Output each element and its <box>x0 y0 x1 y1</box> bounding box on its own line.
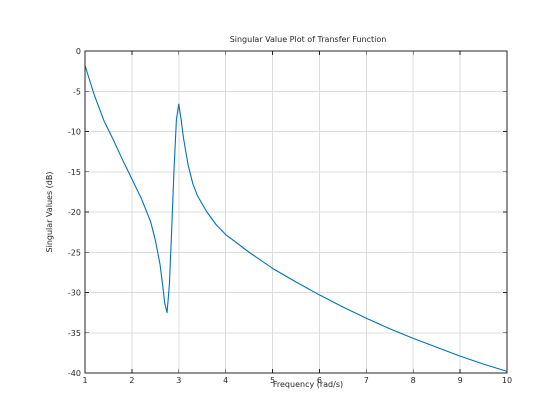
x-tick-label: 6 <box>317 376 322 385</box>
x-tick-label: 2 <box>129 376 134 385</box>
x-tick-label: 4 <box>223 376 228 385</box>
x-tick-label: 9 <box>458 376 463 385</box>
y-tick-label: -35 <box>68 329 81 338</box>
y-tick-label: -10 <box>68 128 81 137</box>
singular-value-line <box>84 65 508 372</box>
y-tick-label: 0 <box>76 47 81 56</box>
x-tick-label: 3 <box>176 376 181 385</box>
x-tick-label: 7 <box>364 376 369 385</box>
x-tick-label: 8 <box>411 376 416 385</box>
ticks: 1 2 3 4 5 6 7 8 9 10 0 -5 -10 -15 -20 -25 -30 -35 -40 <box>68 47 512 385</box>
y-tick-label: -5 <box>73 87 81 96</box>
x-tick-label: 1 <box>82 376 87 385</box>
x-axis-title: Frequency (rad/s) <box>273 380 343 389</box>
series-lines <box>84 65 508 372</box>
y-axis-title: Singular Values (dB) <box>45 172 54 253</box>
chart-title: Singular Value Plot of Transfer Function <box>230 35 387 44</box>
y-tick-label: -20 <box>68 208 81 217</box>
y-tick-label: -40 <box>68 369 81 378</box>
x-tick-label: 5 <box>270 376 275 385</box>
x-tick-label: 10 <box>502 376 512 385</box>
y-tick-label: -30 <box>68 289 81 298</box>
y-tick-label: -15 <box>68 168 81 177</box>
grid <box>85 51 507 373</box>
y-tick-label: -25 <box>68 248 81 257</box>
